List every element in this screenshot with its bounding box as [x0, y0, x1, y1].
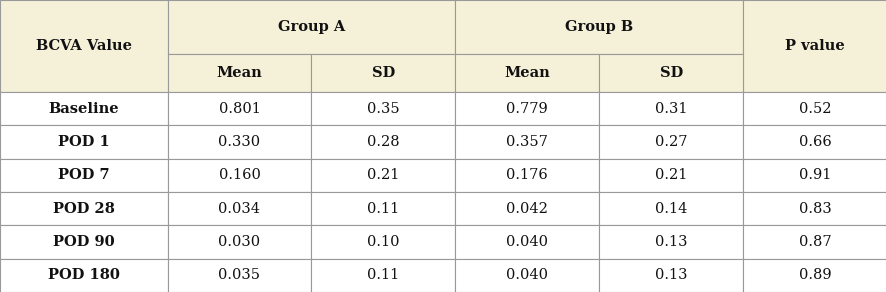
Bar	[167, 159, 311, 192]
Text: POD 7: POD 7	[58, 168, 110, 182]
Bar	[742, 225, 886, 259]
Bar	[455, 159, 599, 192]
Bar	[742, 192, 886, 225]
Text: POD 28: POD 28	[53, 202, 114, 216]
Bar	[455, 0, 742, 54]
Text: 0.91: 0.91	[798, 168, 830, 182]
Bar	[311, 54, 455, 92]
Text: 0.11: 0.11	[367, 268, 399, 282]
Text: 0.030: 0.030	[218, 235, 260, 249]
Text: 0.034: 0.034	[218, 202, 260, 216]
Text: 0.779: 0.779	[506, 102, 548, 116]
Bar	[599, 259, 742, 292]
Text: 0.28: 0.28	[367, 135, 400, 149]
Text: 0.14: 0.14	[654, 202, 687, 216]
Text: POD 90: POD 90	[53, 235, 114, 249]
Text: 0.11: 0.11	[367, 202, 399, 216]
Text: SD: SD	[371, 66, 394, 80]
Bar	[455, 54, 599, 92]
Bar	[0, 125, 167, 159]
Bar	[0, 192, 167, 225]
Text: 0.31: 0.31	[654, 102, 687, 116]
Bar	[0, 259, 167, 292]
Text: 0.83: 0.83	[797, 202, 830, 216]
Text: Mean: Mean	[504, 66, 549, 80]
Bar	[167, 192, 311, 225]
Bar	[742, 159, 886, 192]
Text: 0.040: 0.040	[506, 235, 548, 249]
Bar	[742, 125, 886, 159]
Bar	[0, 0, 167, 92]
Bar	[311, 92, 455, 125]
Bar	[311, 159, 455, 192]
Bar	[311, 259, 455, 292]
Text: SD: SD	[659, 66, 682, 80]
Text: 0.21: 0.21	[654, 168, 687, 182]
Bar	[455, 192, 599, 225]
Text: 0.042: 0.042	[506, 202, 548, 216]
Bar	[455, 259, 599, 292]
Bar	[455, 125, 599, 159]
Bar	[311, 192, 455, 225]
Bar	[167, 225, 311, 259]
Text: 0.66: 0.66	[797, 135, 830, 149]
Bar	[0, 92, 167, 125]
Bar	[742, 259, 886, 292]
Text: 0.176: 0.176	[506, 168, 548, 182]
Text: Baseline: Baseline	[49, 102, 119, 116]
Bar	[742, 0, 886, 92]
Bar	[742, 92, 886, 125]
Bar	[0, 159, 167, 192]
Text: Group B: Group B	[564, 20, 633, 34]
Text: Mean: Mean	[216, 66, 262, 80]
Text: 0.52: 0.52	[798, 102, 830, 116]
Text: Group A: Group A	[277, 20, 345, 34]
Bar	[599, 92, 742, 125]
Text: 0.035: 0.035	[218, 268, 260, 282]
Bar	[167, 259, 311, 292]
Bar	[599, 159, 742, 192]
Bar	[599, 225, 742, 259]
Bar	[455, 225, 599, 259]
Text: 0.21: 0.21	[367, 168, 399, 182]
Text: 0.13: 0.13	[654, 268, 687, 282]
Text: POD 1: POD 1	[58, 135, 110, 149]
Bar	[599, 192, 742, 225]
Text: 0.35: 0.35	[367, 102, 400, 116]
Text: 0.87: 0.87	[797, 235, 830, 249]
Text: P value: P value	[784, 39, 844, 53]
Bar	[311, 225, 455, 259]
Text: 0.357: 0.357	[506, 135, 548, 149]
Text: BCVA Value: BCVA Value	[35, 39, 132, 53]
Bar	[599, 125, 742, 159]
Text: POD 180: POD 180	[48, 268, 120, 282]
Bar	[167, 0, 455, 54]
Bar	[167, 92, 311, 125]
Text: 0.13: 0.13	[654, 235, 687, 249]
Bar	[455, 92, 599, 125]
Text: 0.801: 0.801	[218, 102, 260, 116]
Text: 0.040: 0.040	[506, 268, 548, 282]
Bar	[311, 125, 455, 159]
Bar	[599, 54, 742, 92]
Text: 0.160: 0.160	[218, 168, 260, 182]
Text: 0.330: 0.330	[218, 135, 260, 149]
Text: 0.89: 0.89	[797, 268, 830, 282]
Bar	[0, 225, 167, 259]
Bar	[167, 125, 311, 159]
Text: 0.27: 0.27	[654, 135, 687, 149]
Bar	[167, 54, 311, 92]
Text: 0.10: 0.10	[367, 235, 400, 249]
